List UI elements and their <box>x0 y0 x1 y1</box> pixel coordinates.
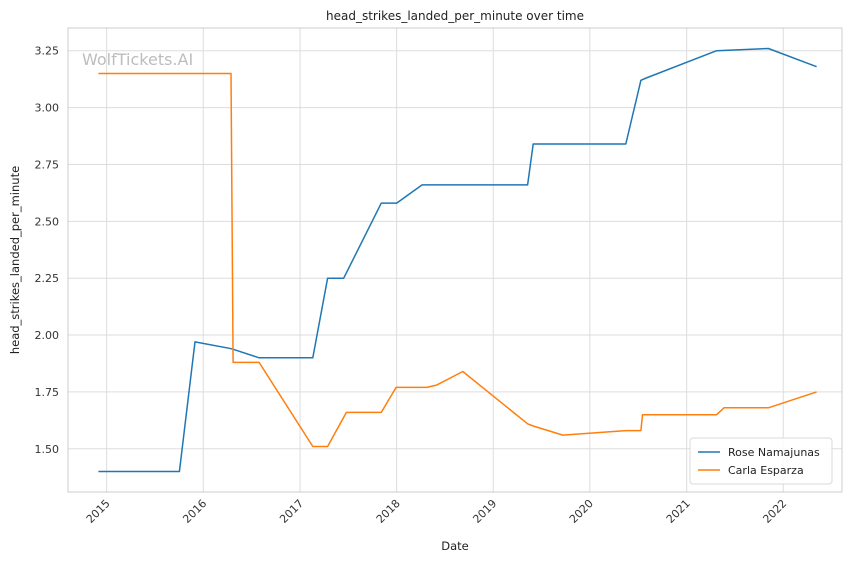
grid-lines <box>68 28 842 492</box>
watermark-text: WolfTickets.AI <box>82 50 193 69</box>
y-tick-label: 2.50 <box>35 215 60 228</box>
y-tick-label: 3.00 <box>35 102 60 115</box>
series-layer <box>98 47 817 473</box>
series-line-rose-namajunas <box>98 47 817 473</box>
y-tick-label: 3.25 <box>35 45 60 58</box>
chart-title: head_strikes_landed_per_minute over time <box>326 9 584 23</box>
y-tick-label: 1.50 <box>35 443 60 456</box>
y-tick-label: 2.00 <box>35 329 60 342</box>
legend: Rose Namajunas Carla Esparza <box>689 437 833 485</box>
y-tick-label: 2.25 <box>35 272 60 285</box>
legend-entry: Rose Namajunas <box>728 446 820 459</box>
y-tick-label: 1.75 <box>35 386 60 399</box>
legend-box <box>689 437 833 485</box>
y-tick-label: 2.75 <box>35 158 60 171</box>
y-axis-label: head_strikes_landed_per_minute <box>8 166 22 354</box>
x-axis-label: Date <box>441 539 469 553</box>
legend-entry: Carla Esparza <box>728 464 804 477</box>
y-axis-ticks: 1.50 1.75 2.00 2.25 2.50 2.75 3.00 3.25 <box>35 45 60 456</box>
plot-area-frame <box>67 27 843 493</box>
series-line-carla-esparza <box>98 72 817 448</box>
